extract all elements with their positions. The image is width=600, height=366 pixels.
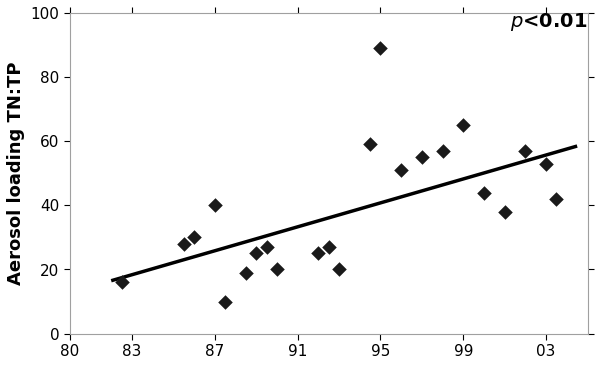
Point	[376, 45, 385, 51]
Point	[458, 122, 468, 128]
Point	[541, 161, 551, 167]
Point	[479, 190, 489, 195]
Point	[117, 279, 127, 285]
Point	[179, 241, 188, 247]
Point	[241, 270, 251, 276]
Y-axis label: Aerosol loading TN:TP: Aerosol loading TN:TP	[7, 61, 25, 285]
Point	[438, 148, 448, 154]
Point	[262, 244, 271, 250]
Point	[251, 251, 261, 257]
Point	[500, 209, 509, 215]
Point	[210, 202, 220, 208]
Point	[365, 142, 375, 147]
Point	[313, 251, 323, 257]
Point	[397, 167, 406, 173]
Point	[551, 196, 561, 202]
Point	[189, 235, 199, 240]
Text: $\it{p}$<0.01: $\it{p}$<0.01	[511, 11, 588, 33]
Point	[272, 266, 281, 272]
Point	[334, 266, 344, 272]
Point	[220, 299, 230, 305]
Point	[324, 244, 334, 250]
Point	[521, 148, 530, 154]
Point	[417, 154, 427, 160]
